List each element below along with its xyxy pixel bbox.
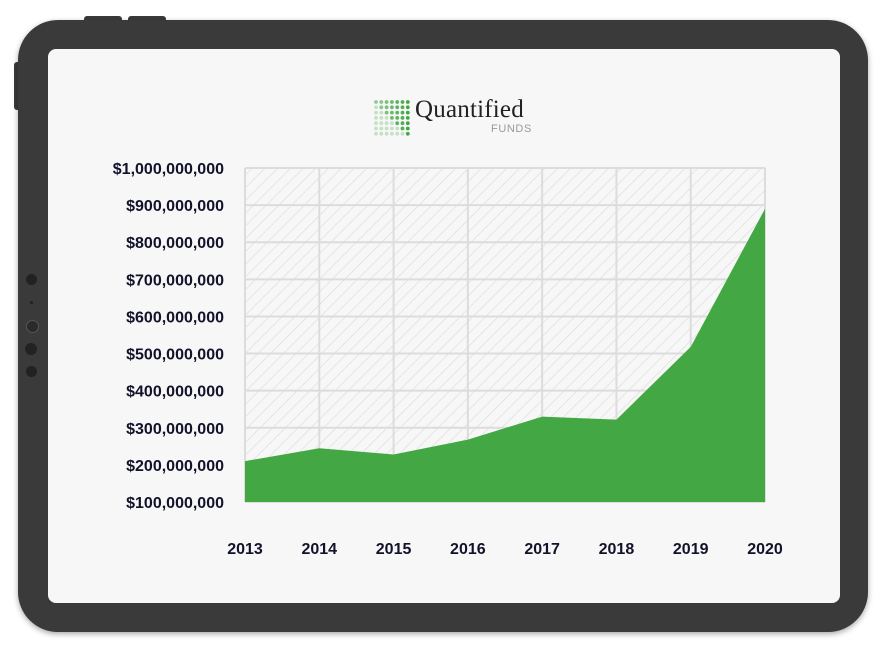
side-button xyxy=(14,62,20,110)
logo-dot xyxy=(405,121,410,126)
logo-dot xyxy=(384,131,389,136)
logo-dot xyxy=(390,105,394,110)
logo-dot xyxy=(395,110,400,115)
logo-dot xyxy=(390,110,394,115)
logo-dot xyxy=(374,121,378,126)
logo-dot xyxy=(405,126,410,131)
logo-dot xyxy=(390,116,394,120)
logo-dot xyxy=(390,131,394,136)
logo-dot xyxy=(390,100,394,104)
logo-dot xyxy=(374,110,378,115)
logo-dot xyxy=(405,110,410,115)
logo-dot xyxy=(395,126,400,131)
logo-dot xyxy=(405,100,410,104)
y-tick-label: $1,000,000,000 xyxy=(113,161,224,178)
logo-dot xyxy=(400,131,405,136)
logo-dot xyxy=(384,105,389,110)
camera-lens xyxy=(26,320,39,333)
x-tick-label: 2020 xyxy=(747,541,783,558)
y-tick-label: $500,000,000 xyxy=(126,347,224,364)
logo-dot xyxy=(384,100,389,104)
logo-dot xyxy=(400,105,405,110)
y-tick-label: $900,000,000 xyxy=(126,198,224,215)
logo-dot xyxy=(390,121,394,126)
logo-dot xyxy=(379,131,384,136)
logo-dot xyxy=(400,121,405,126)
logo-dot xyxy=(400,126,405,131)
logo-dot xyxy=(400,116,405,120)
camera-dot-3 xyxy=(25,343,37,355)
logo-dot xyxy=(405,105,410,110)
logo-dot xyxy=(384,126,389,131)
brand-logo: Quantified FUNDS xyxy=(373,96,543,139)
logo-dot xyxy=(400,110,405,115)
logo-dot xyxy=(379,105,384,110)
logo-dot xyxy=(405,116,410,120)
y-tick-label: $600,000,000 xyxy=(126,309,224,326)
camera-dot-4 xyxy=(26,366,37,377)
y-tick-label: $800,000,000 xyxy=(126,235,224,252)
y-tick-label: $400,000,000 xyxy=(126,384,224,401)
logo-subtitle: FUNDS xyxy=(491,123,532,135)
logo-dot xyxy=(374,100,378,104)
volume-button-top-1 xyxy=(84,16,122,22)
logo-dot xyxy=(374,126,378,131)
logo-dot xyxy=(379,100,384,104)
dot-grid-logo-icon xyxy=(374,100,410,136)
x-tick-label: 2015 xyxy=(376,541,412,558)
logo-dot xyxy=(374,105,378,110)
area-series xyxy=(245,208,765,503)
logo-dot xyxy=(405,131,410,136)
logo-dot xyxy=(379,116,384,120)
logo-dot xyxy=(379,121,384,126)
x-tick-label: 2016 xyxy=(450,541,486,558)
y-tick-label: $200,000,000 xyxy=(126,458,224,475)
logo-title: Quantified xyxy=(415,96,524,123)
logo-dot xyxy=(379,126,384,131)
x-tick-label: 2017 xyxy=(524,541,560,558)
x-tick-label: 2013 xyxy=(227,541,263,558)
logo-dot xyxy=(374,131,378,136)
y-tick-label: $300,000,000 xyxy=(126,421,224,438)
y-tick-label: $700,000,000 xyxy=(126,272,224,289)
volume-button-top-2 xyxy=(128,16,166,22)
camera-dot-1 xyxy=(26,274,37,285)
logo-dot xyxy=(395,116,400,120)
logo-dot xyxy=(390,126,394,131)
x-tick-label: 2018 xyxy=(599,541,635,558)
x-tick-label: 2014 xyxy=(301,541,337,558)
x-tick-label: 2019 xyxy=(673,541,709,558)
camera-dot-2 xyxy=(30,301,33,304)
logo-dot xyxy=(374,116,378,120)
logo-dot xyxy=(379,110,384,115)
logo-dot xyxy=(395,100,400,104)
logo-dot xyxy=(384,110,389,115)
y-tick-label: $100,000,000 xyxy=(126,495,224,512)
logo-dot xyxy=(395,105,400,110)
logo-dot xyxy=(384,116,389,120)
logo-dot xyxy=(395,131,400,136)
logo-dot xyxy=(395,121,400,126)
logo-dot xyxy=(400,100,405,104)
logo-dot xyxy=(384,121,389,126)
